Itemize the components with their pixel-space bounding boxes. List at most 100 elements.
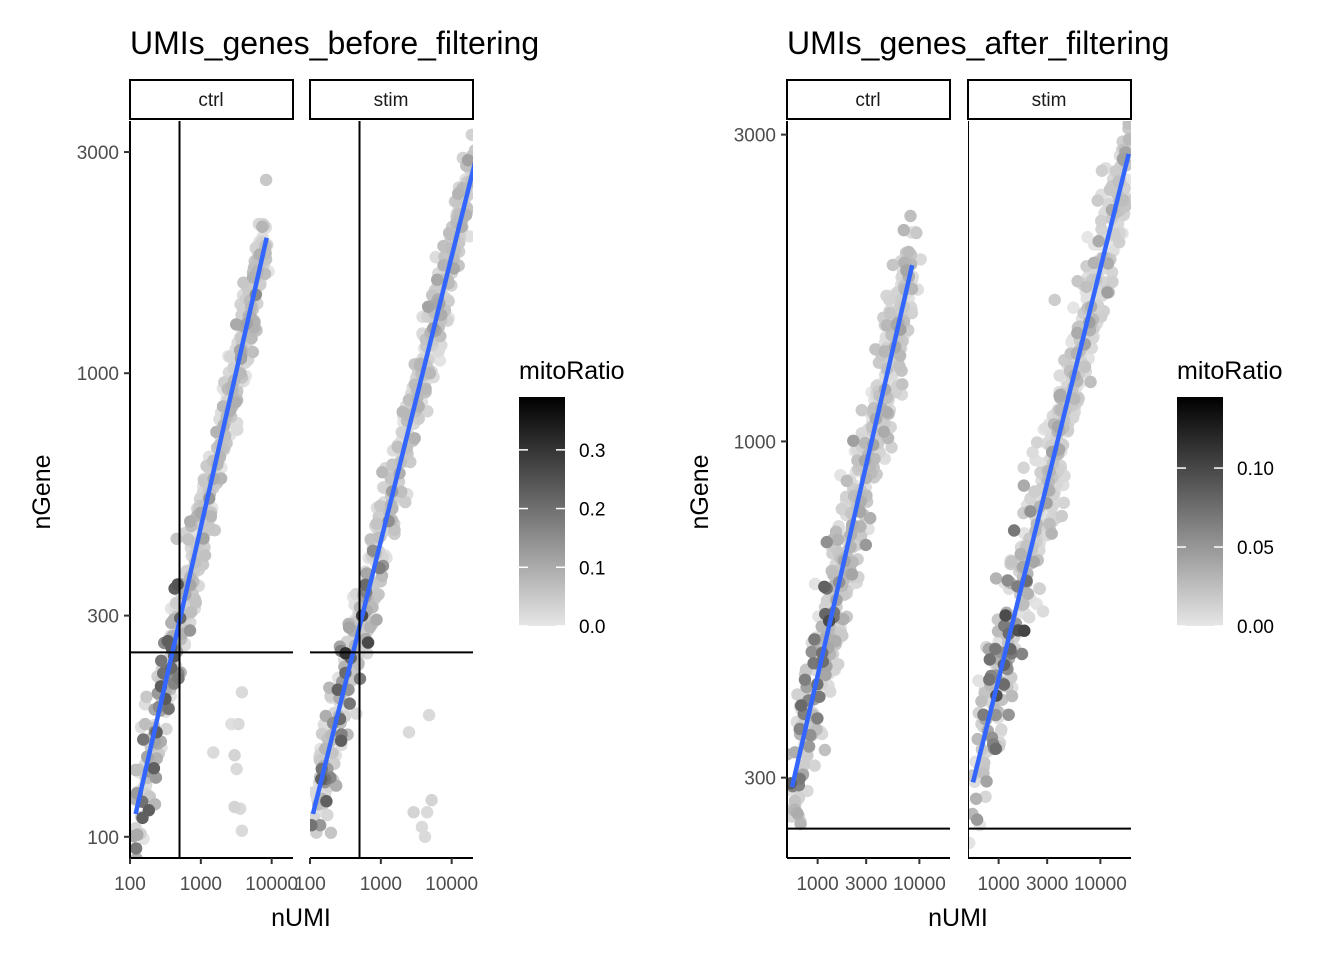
points (787, 121, 950, 858)
x-tick-label: 100 (114, 874, 146, 895)
data-point (471, 151, 473, 159)
trend-line (310, 161, 473, 815)
data-point (172, 672, 185, 685)
data-point (420, 806, 434, 819)
data-point (880, 405, 893, 419)
facet-strip-label: stim (374, 90, 409, 111)
data-point (978, 756, 991, 769)
data-point (130, 842, 143, 855)
data-point (837, 613, 850, 626)
data-point (977, 708, 990, 721)
x-tick-label: 10000 (1074, 874, 1127, 895)
data-point (131, 828, 144, 841)
facet-stim: stim (309, 79, 485, 858)
data-point (423, 367, 437, 380)
points (968, 121, 1131, 858)
data-point (324, 826, 338, 839)
legend-tick-label: 0.2 (579, 500, 605, 521)
y-tick-label: 3000 (734, 126, 776, 147)
x-axis-label: nUMI (928, 904, 988, 932)
data-point (1122, 121, 1131, 130)
facet-strip-label: ctrl (855, 90, 880, 111)
data-point (969, 792, 983, 805)
data-point (1087, 256, 1101, 270)
data-point (310, 819, 318, 832)
data-point (989, 642, 1002, 656)
data-point (1048, 293, 1061, 307)
data-point (342, 621, 356, 634)
data-point (886, 258, 899, 272)
facet-strip (786, 79, 951, 120)
data-point (1017, 461, 1030, 474)
data-point (1017, 479, 1030, 492)
data-point (370, 517, 383, 530)
data-point (983, 653, 996, 666)
y-tick-label: 300 (87, 607, 119, 628)
data-point (246, 345, 259, 359)
data-point (422, 300, 435, 313)
facet-ctrl: ctrl (129, 79, 294, 858)
data-point (374, 499, 387, 513)
y-tick-label: 1000 (77, 364, 119, 385)
legend: mitoRatio 0.00 0.05 0.10 (1177, 357, 1283, 638)
data-point (1018, 624, 1031, 637)
data-point (1017, 598, 1030, 611)
trend-line (970, 153, 1131, 783)
data-point (804, 728, 817, 742)
data-point (840, 474, 853, 488)
data-point (229, 396, 242, 409)
data-point (1033, 582, 1047, 595)
data-point (1057, 496, 1071, 509)
data-point (864, 511, 877, 525)
data-point (343, 697, 356, 710)
data-point (138, 717, 152, 731)
data-point (1080, 280, 1093, 294)
facet-strip-label: ctrl (198, 90, 223, 111)
data-point (818, 743, 832, 757)
data-point (1001, 574, 1014, 587)
legend-tick-label: 0.3 (579, 441, 605, 462)
legend-ticks: 0.0 0.1 0.2 0.3 (519, 441, 605, 638)
data-point (798, 673, 812, 686)
data-point (228, 749, 241, 762)
data-point (802, 740, 816, 753)
data-point (422, 708, 436, 722)
data-point (408, 432, 421, 445)
facet-ctrl: ctrl (786, 79, 951, 858)
data-point (859, 538, 872, 552)
data-point (162, 702, 175, 715)
data-point (161, 634, 174, 648)
data-point (980, 775, 993, 788)
y-tick-label: 3000 (77, 143, 119, 164)
data-point (1015, 647, 1029, 661)
trend-line (133, 237, 269, 815)
data-point (230, 762, 243, 776)
data-point (877, 425, 890, 438)
data-point (202, 521, 216, 534)
data-point (334, 734, 348, 747)
data-point (1101, 286, 1114, 299)
plot-area (968, 121, 1131, 858)
x-tick-label: 1000 (977, 874, 1019, 895)
data-point (462, 154, 473, 167)
data-point (473, 167, 485, 179)
data-point (452, 187, 465, 200)
data-point (808, 633, 821, 646)
data-point (184, 605, 198, 619)
data-point (184, 515, 197, 528)
data-point (845, 568, 859, 581)
y-tick-label: 300 (744, 769, 776, 790)
data-point (832, 658, 845, 671)
data-point (140, 690, 153, 703)
plot-area (787, 121, 950, 858)
data-point (794, 817, 807, 831)
facet-stim: stim (967, 79, 1132, 858)
x-axis-label: nUMI (271, 904, 331, 932)
data-point (820, 535, 833, 549)
plot-area (130, 121, 293, 858)
data-point (171, 578, 184, 591)
data-point (1028, 485, 1041, 498)
data-point (805, 645, 818, 659)
data-point (256, 220, 269, 233)
